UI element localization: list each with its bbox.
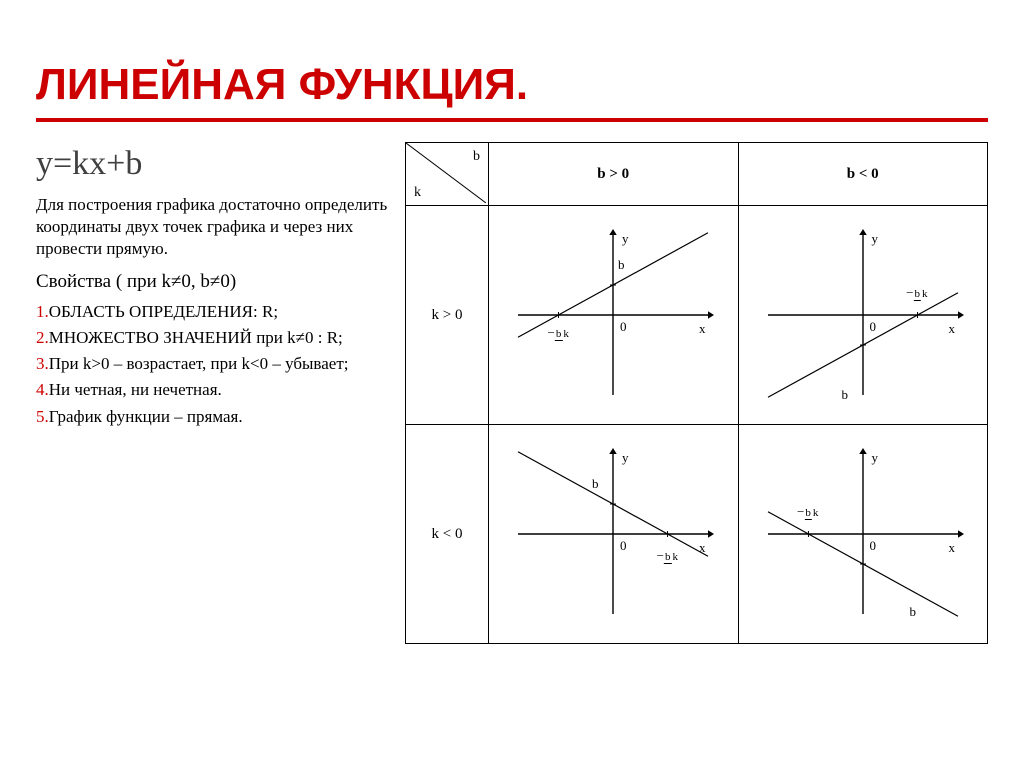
chart-cell-10: xy0b−bk <box>489 425 739 644</box>
table-corner: b k <box>406 143 489 206</box>
col-header-0: b > 0 <box>489 143 739 206</box>
description: Для построения графика достаточно опреде… <box>36 194 395 260</box>
page-title: ЛИНЕЙНАЯ ФУНКЦИЯ. <box>36 60 988 110</box>
properties-header: Свойства ( при k≠0, b≠0) <box>36 270 395 295</box>
col-header-1: b < 0 <box>738 143 988 206</box>
row-header-1: k < 0 <box>406 425 489 644</box>
title-underline <box>36 118 988 122</box>
equation: y=kx+b <box>36 142 395 186</box>
slide: ЛИНЕЙНАЯ ФУНКЦИЯ. y=kx+b Для построения … <box>0 0 1024 767</box>
right-column: b k b > 0 b < 0 k > 0 xy0b−bk xy0b−bk k … <box>405 142 988 644</box>
charts-table: b k b > 0 b < 0 k > 0 xy0b−bk xy0b−bk k … <box>405 142 988 644</box>
property-item: 3.При k>0 – возрастает, при k<0 – убывае… <box>36 353 395 375</box>
chart-cell-11: xy0b−bk <box>738 425 988 644</box>
left-column: y=kx+b Для построения графика достаточно… <box>36 142 395 644</box>
property-item: 5.График функции – прямая. <box>36 406 395 428</box>
content-row: y=kx+b Для построения графика достаточно… <box>36 142 988 644</box>
chart-cell-01: xy0b−bk <box>738 206 988 425</box>
property-item: 4.Ни четная, ни нечетная. <box>36 379 395 401</box>
property-item: 1.ОБЛАСТЬ ОПРЕДЕЛЕНИЯ: R; <box>36 301 395 323</box>
row-header-0: k > 0 <box>406 206 489 425</box>
corner-k: k <box>414 185 421 201</box>
chart-cell-00: xy0b−bk <box>489 206 739 425</box>
property-item: 2.МНОЖЕСТВО ЗНАЧЕНИЙ при k≠0 : R; <box>36 327 395 349</box>
corner-b: b <box>473 149 480 165</box>
properties-list: 1.ОБЛАСТЬ ОПРЕДЕЛЕНИЯ: R; 2.МНОЖЕСТВО ЗНА… <box>36 301 395 427</box>
